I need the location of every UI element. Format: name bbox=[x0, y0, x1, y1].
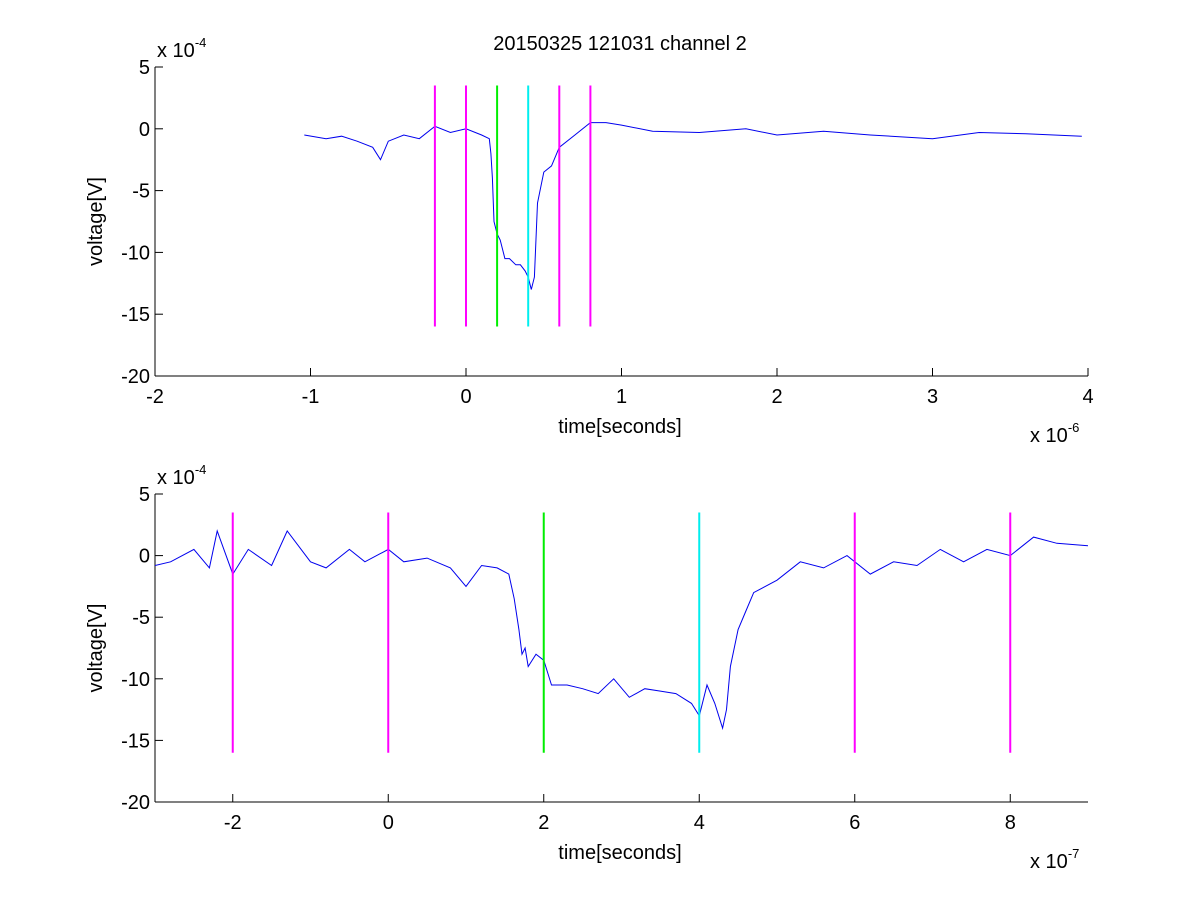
x-tick-label: 2 bbox=[771, 386, 782, 408]
x-tick-label: -1 bbox=[302, 386, 320, 408]
x-axis-label: time[seconds] bbox=[558, 842, 681, 864]
x-multiplier-text: x 10 bbox=[1030, 425, 1068, 447]
x-tick-label: 8 bbox=[1005, 812, 1016, 834]
y-tick-label: -5 bbox=[132, 607, 150, 629]
y-exponent-label: x 10-4 bbox=[157, 462, 206, 489]
y-axis-label: voltage[V] bbox=[85, 177, 107, 266]
figure-title: 20150325 121031 channel 2 bbox=[493, 33, 747, 55]
y-tick-label: 0 bbox=[139, 546, 150, 568]
x-multiplier-text: x 10 bbox=[1030, 851, 1068, 873]
x-tick-label: -2 bbox=[224, 812, 242, 834]
y-multiplier-text: x 10 bbox=[157, 40, 195, 62]
x-axis-label: time[seconds] bbox=[558, 416, 681, 438]
x-tick-label: 4 bbox=[694, 812, 705, 834]
x-tick-label: 3 bbox=[927, 386, 938, 408]
y-multiplier-text: x 10 bbox=[157, 467, 195, 489]
x-exponent-text: -7 bbox=[1068, 846, 1080, 861]
x-tick-label: 4 bbox=[1082, 386, 1093, 408]
signal-trace bbox=[304, 122, 1082, 290]
x-tick-label: 0 bbox=[383, 812, 394, 834]
signal-trace bbox=[155, 529, 1088, 731]
y-tick-label: 5 bbox=[139, 484, 150, 506]
y-tick-label: -20 bbox=[121, 366, 150, 388]
x-exponent-label: x 10-6 bbox=[1030, 420, 1079, 447]
x-tick-label: 2 bbox=[538, 812, 549, 834]
y-exponent-text: -4 bbox=[195, 35, 207, 50]
x-tick-label: 6 bbox=[849, 812, 860, 834]
y-tick-label: -15 bbox=[121, 304, 150, 326]
y-tick-label: 0 bbox=[139, 119, 150, 141]
y-exponent-label: x 10-4 bbox=[157, 35, 206, 62]
y-tick-label: -5 bbox=[132, 181, 150, 203]
y-tick-label: -10 bbox=[121, 669, 150, 691]
x-tick-label: -2 bbox=[146, 386, 164, 408]
y-axis-label: voltage[V] bbox=[85, 604, 107, 693]
y-exponent-text: -4 bbox=[195, 462, 207, 477]
y-tick-label: 5 bbox=[139, 57, 150, 79]
y-tick-label: -20 bbox=[121, 792, 150, 814]
x-tick-label: 0 bbox=[460, 386, 471, 408]
y-tick-label: -10 bbox=[121, 242, 150, 264]
x-exponent-label: x 10-7 bbox=[1030, 846, 1079, 873]
y-tick-label: -15 bbox=[121, 730, 150, 752]
x-tick-label: 1 bbox=[616, 386, 627, 408]
x-exponent-text: -6 bbox=[1068, 420, 1080, 435]
